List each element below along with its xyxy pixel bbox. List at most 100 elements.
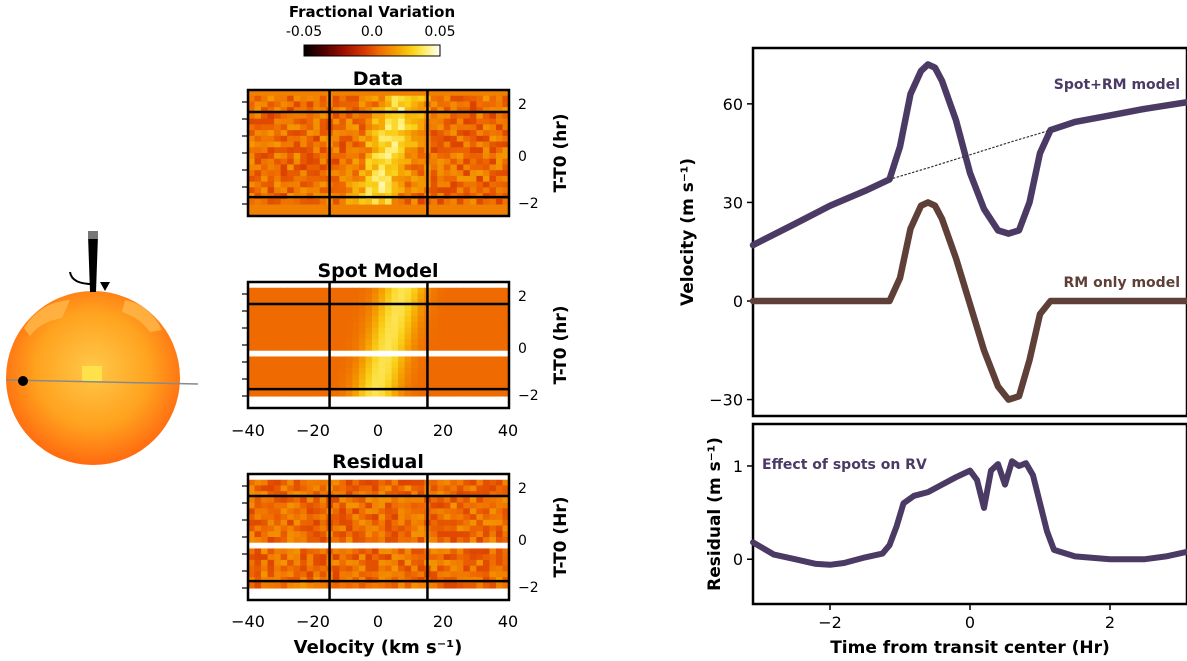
heatmap-cell <box>456 95 464 102</box>
heatmap-cell <box>430 316 438 323</box>
heatmap-cell <box>411 107 419 114</box>
heatmap-cell <box>398 130 406 137</box>
heatmap-cell <box>502 594 510 601</box>
heatmap-cell <box>378 299 386 306</box>
heatmap-cell <box>300 350 308 357</box>
heatmap-cell <box>287 147 295 154</box>
heatmap-cell <box>254 379 262 386</box>
heatmap-cell <box>398 542 406 549</box>
heatmap-cell <box>313 181 321 188</box>
heatmap-cell <box>313 101 321 108</box>
heatmap-cell <box>482 345 490 352</box>
heatmap-cell <box>385 565 393 572</box>
heatmap-cell <box>365 124 373 131</box>
heatmap-cell <box>385 582 393 590</box>
heatmap-cell <box>365 164 373 171</box>
heatmap-cell <box>287 350 295 357</box>
heatmap-cell <box>489 559 497 567</box>
heatmap-cell <box>385 107 393 114</box>
heatmap-cell <box>476 124 484 131</box>
heatmap-cell <box>371 170 380 177</box>
heatmap-cell <box>404 565 412 572</box>
heatmap-cell <box>371 362 380 369</box>
velocity-y-axis-label: Velocity (m s⁻¹) <box>678 158 698 306</box>
heatmap-cell <box>437 187 445 194</box>
heatmap-cell <box>502 187 510 194</box>
heatmap-cell <box>463 396 471 403</box>
heatmap-frame <box>246 280 511 410</box>
heatmap-cell <box>267 350 275 357</box>
heatmap-cell <box>430 304 438 312</box>
heatmap-cell <box>254 170 262 177</box>
heatmap-cell <box>391 537 399 544</box>
heatmap-cell <box>274 101 282 108</box>
heatmap-cell <box>398 571 406 578</box>
heatmap-cell <box>293 373 301 380</box>
heatmap-cell <box>261 396 269 403</box>
heatmap-cell <box>300 356 308 363</box>
heatmap-cell <box>469 107 477 114</box>
heatmap-frame <box>246 472 511 602</box>
heatmap-cell <box>489 588 497 595</box>
heatmap-cell <box>365 339 373 346</box>
heatmap-cell <box>437 531 445 538</box>
heatmap-cell <box>248 310 256 317</box>
rotation-axis-cap <box>88 231 98 239</box>
heatmap-cell <box>280 525 288 532</box>
heatmap-cell <box>300 525 308 532</box>
heatmap-cell <box>371 112 380 120</box>
heatmap-cell <box>476 299 484 306</box>
heatmap-cell <box>332 181 340 188</box>
heatmap-cell <box>450 135 458 143</box>
heatmap-cell <box>482 554 490 561</box>
heatmap-cell <box>398 491 406 498</box>
heatmap-cell <box>293 356 301 363</box>
heatmap-cell <box>502 582 510 590</box>
heatmap-cell <box>502 310 510 317</box>
heatmap-cell <box>463 198 471 206</box>
heatmap-cell <box>313 491 321 498</box>
heatmap-cell <box>437 554 445 561</box>
heatmap-cell <box>293 210 301 217</box>
heatmap-cell <box>398 531 406 538</box>
heatmap-cell <box>476 112 484 120</box>
heatmap-cell <box>398 350 406 357</box>
heatmap-cell <box>430 293 438 300</box>
heatmap-cell <box>280 542 288 549</box>
heatmap-cell <box>385 367 393 375</box>
heatmap-cell <box>274 210 282 217</box>
heatmap-cell <box>469 548 477 555</box>
heatmap-cell <box>411 204 419 211</box>
heatmap-cell <box>358 525 366 532</box>
heatmap-cell <box>450 479 458 486</box>
residual-chart: 10−2 0 2 Residual (m s⁻¹) Effect of spots … <box>705 422 1187 658</box>
heatmap-cell <box>274 164 282 171</box>
heatmap-cell <box>404 542 412 549</box>
heatmap-cell <box>332 479 340 486</box>
heatmap-cell <box>313 373 321 380</box>
heatmap-cell <box>352 373 360 380</box>
heatmap-cell <box>358 316 366 323</box>
heatmap-cell <box>358 175 366 183</box>
heatmap-cell <box>280 164 288 171</box>
heatmap-cell <box>358 367 366 375</box>
heatmap-cell <box>365 582 373 590</box>
heatmap-cell <box>495 322 503 329</box>
x-tick-label: 40 <box>498 612 518 631</box>
heatmap-cell <box>398 333 406 340</box>
heatmap-cell <box>482 322 490 329</box>
heatmap-cell <box>280 327 288 335</box>
heatmap-cell <box>495 158 503 165</box>
heatmap-cell <box>385 491 393 498</box>
heatmap-cell <box>437 350 445 357</box>
heatmap-cell <box>254 350 262 357</box>
heatmap-cell <box>378 373 386 380</box>
heatmap-cell <box>482 333 490 340</box>
heatmap-cell <box>417 90 425 97</box>
heatmap-cell <box>482 170 490 177</box>
heatmap-cell <box>391 554 399 561</box>
heatmap-cell <box>398 112 406 120</box>
heatmap-cell <box>254 531 262 538</box>
heatmap-cell <box>371 107 380 114</box>
heatmap-cell <box>248 210 256 217</box>
